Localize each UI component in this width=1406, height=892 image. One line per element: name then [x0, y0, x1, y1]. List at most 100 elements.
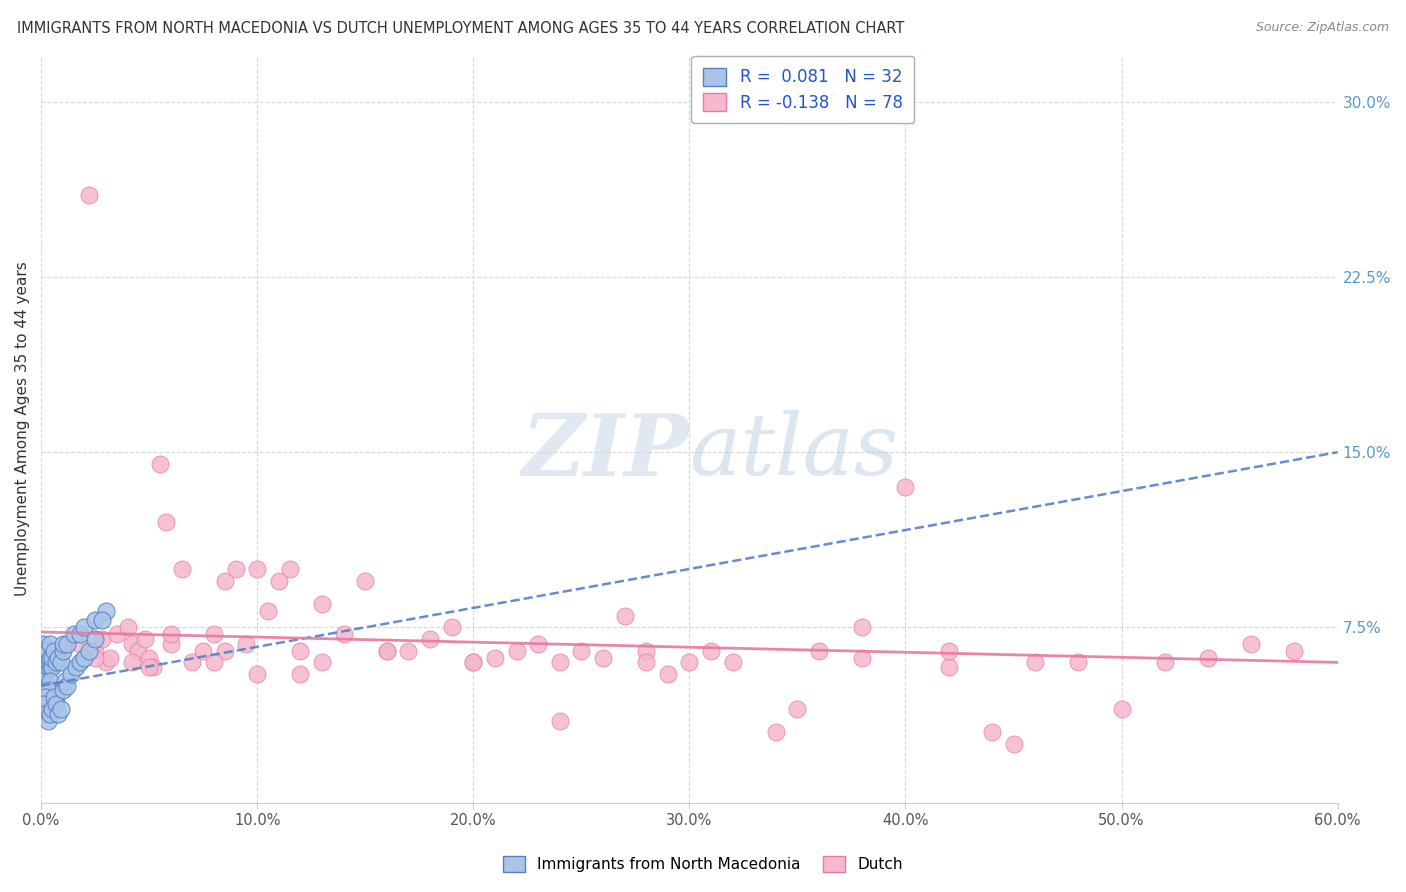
Point	[52, 643, 75, 657]
Point	[290, 667, 312, 681]
Point	[678, 656, 700, 670]
Point	[41, 702, 63, 716]
Point	[32, 698, 55, 712]
Point	[69, 656, 91, 670]
Point	[278, 562, 301, 576]
Point	[84, 613, 107, 627]
Point	[138, 660, 160, 674]
Point	[613, 608, 636, 623]
Point	[38, 656, 60, 670]
Point	[42, 643, 65, 657]
Point	[1197, 650, 1219, 665]
Point	[56, 679, 79, 693]
Point	[484, 650, 506, 665]
Point	[94, 656, 117, 670]
Point	[90, 632, 112, 646]
Point	[38, 637, 60, 651]
Point	[52, 637, 75, 651]
Point	[117, 620, 139, 634]
Point	[657, 667, 679, 681]
Point	[45, 690, 67, 705]
Point	[37, 643, 59, 657]
Point	[45, 656, 67, 670]
Point	[32, 667, 55, 681]
Point	[851, 650, 873, 665]
Point	[1153, 656, 1175, 670]
Point	[505, 643, 527, 657]
Point	[65, 660, 87, 674]
Point	[69, 637, 91, 651]
Point	[134, 632, 156, 646]
Point	[214, 643, 236, 657]
Point	[121, 637, 143, 651]
Point	[127, 643, 149, 657]
Point	[34, 667, 56, 681]
Point	[592, 650, 614, 665]
Point	[37, 650, 59, 665]
Point	[45, 698, 67, 712]
Text: Source: ZipAtlas.com: Source: ZipAtlas.com	[1256, 21, 1389, 34]
Point	[527, 637, 550, 651]
Point	[37, 656, 59, 670]
Point	[1067, 656, 1090, 670]
Point	[290, 643, 312, 657]
Point	[94, 604, 117, 618]
Point	[62, 627, 84, 641]
Point	[938, 660, 960, 674]
Point	[77, 643, 100, 657]
Point	[808, 643, 831, 657]
Point	[311, 656, 333, 670]
Point	[73, 650, 96, 665]
Point	[257, 604, 280, 618]
Point	[980, 725, 1002, 739]
Point	[311, 597, 333, 611]
Point	[41, 660, 63, 674]
Text: IMMIGRANTS FROM NORTH MACEDONIA VS DUTCH UNEMPLOYMENT AMONG AGES 35 TO 44 YEARS : IMMIGRANTS FROM NORTH MACEDONIA VS DUTCH…	[17, 21, 904, 36]
Point	[548, 714, 571, 728]
Point	[49, 656, 72, 670]
Point	[32, 637, 55, 651]
Point	[1111, 702, 1133, 716]
Point	[34, 643, 56, 657]
Point	[193, 643, 215, 657]
Point	[398, 643, 420, 657]
Point	[90, 613, 112, 627]
Point	[354, 574, 377, 588]
Point	[636, 656, 658, 670]
Point	[34, 660, 56, 674]
Point	[34, 650, 56, 665]
Point	[56, 637, 79, 651]
Point	[34, 656, 56, 670]
Point	[170, 562, 193, 576]
Point	[34, 702, 56, 716]
Point	[48, 683, 70, 698]
Point	[267, 574, 290, 588]
Point	[84, 632, 107, 646]
Point	[34, 690, 56, 705]
Point	[41, 650, 63, 665]
Point	[440, 620, 463, 634]
Point	[700, 643, 723, 657]
Point	[419, 632, 441, 646]
Point	[246, 667, 269, 681]
Point	[38, 674, 60, 689]
Point	[48, 706, 70, 721]
Point	[463, 656, 485, 670]
Point	[121, 656, 143, 670]
Point	[34, 706, 56, 721]
Point	[938, 643, 960, 657]
Point	[49, 702, 72, 716]
Point	[38, 650, 60, 665]
Point	[375, 643, 398, 657]
Point	[159, 637, 181, 651]
Point	[214, 574, 236, 588]
Point	[1002, 737, 1025, 751]
Text: atlas: atlas	[689, 410, 898, 492]
Point	[765, 725, 787, 739]
Point	[41, 702, 63, 716]
Point	[636, 643, 658, 657]
Point	[894, 480, 917, 494]
Point	[38, 660, 60, 674]
Point	[375, 643, 398, 657]
Point	[1284, 643, 1306, 657]
